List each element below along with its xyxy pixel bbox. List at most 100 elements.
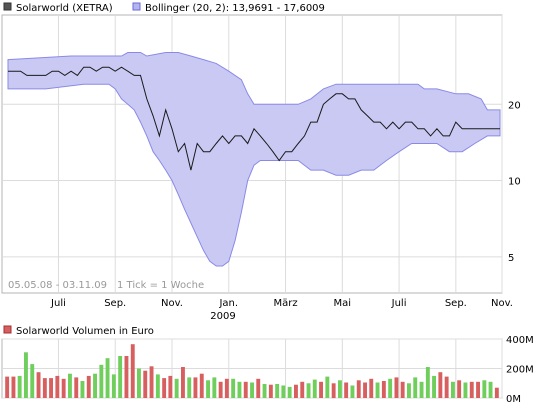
volume-bar [231,378,236,398]
legend-label-volume: Solarworld Volumen in Euro [16,326,154,337]
volume-bar [155,374,160,398]
volume-bar [111,374,116,398]
volume-bar [394,377,399,398]
volume-bar [24,352,28,398]
volume-bar [363,382,367,398]
volume-y-axis-labels: 400M 200M 0M [506,335,534,405]
volume-bar [469,381,474,398]
x-axis-labels: Juli Sep. Nov. Jan. März Mai Juli Sep. Nov. [50,298,513,309]
x-tick-label: Juli [391,298,407,309]
tick-info-label: 1 Tick = 1 Woche [117,280,204,291]
x-tick-label: Mai [334,298,352,309]
volume-bar [61,378,66,398]
volume-bar [218,381,223,398]
volume-bar [212,377,217,398]
volume-bar [224,378,229,398]
volume-bar [118,356,123,398]
volume-bar [30,364,35,398]
x-tick-label: Jan. [218,298,238,309]
volume-bar [457,380,462,398]
volume-bar [206,380,210,398]
volume-bar [438,372,443,398]
y-axis-labels: 20 10 5 [508,100,521,264]
legend-swatch-volume [3,325,12,334]
volume-bar [338,380,342,398]
volume-bar [237,381,242,398]
y-tick-label: 20 [508,100,521,111]
x-tick-label: Nov. [161,298,183,309]
volume-bar [306,383,311,399]
volume-bar [130,344,135,398]
volume-bar [350,385,355,398]
volume-bar [55,375,60,398]
volume-bar [268,384,273,398]
volume-bar [93,373,97,398]
volume-bar [419,381,424,398]
legend-swatch-price [3,2,12,11]
volume-bar [482,380,487,398]
volume-bar [42,378,47,398]
x-tick-label: Juli [50,298,66,309]
volume-bar [381,381,386,398]
volume-bar [36,372,41,398]
volume-bar [331,383,336,399]
volume-bar [256,378,261,398]
volume-bar [275,384,280,398]
volume-bar [74,377,79,398]
volume-bar [168,375,173,398]
volume-bar [494,387,499,398]
volume-bar [137,368,141,398]
volume-bar [143,370,148,398]
date-range-label: 05.05.08 - 03.11.09 [8,280,107,291]
price-line [8,66,500,171]
volume-bar [319,381,323,398]
volume-tick-label: 200M [506,365,534,376]
volume-bar [262,384,267,398]
bollinger-band-area [7,52,501,267]
volume-bar [17,375,22,398]
y-tick-label: 10 [508,177,521,188]
volume-bar [287,386,292,398]
volume-bar [80,381,85,398]
volume-bar [451,381,455,398]
volume-bar [369,378,374,398]
volume-bar [281,385,286,398]
volume-bar [174,378,179,398]
volume-tick-label: 400M [506,335,534,346]
x-tick-label: Nov. [491,298,513,309]
volume-bar [5,376,10,398]
volume-bar [124,356,129,398]
volume-bar [105,358,110,398]
volume-bar [199,373,204,398]
volume-bar [413,377,418,398]
x-tick-label: März [273,298,297,309]
volume-bar [149,366,154,398]
volume-bar [68,373,72,398]
volume-bar [11,376,16,398]
y-tick-label: 5 [508,253,514,264]
volume-bar [162,378,167,398]
volume-bar [181,367,185,398]
volume-bar [49,378,53,398]
volume-bar [476,381,480,398]
volume-bar [312,379,317,398]
volume-bar [356,380,361,398]
volume-bar [99,364,104,398]
x-axis-year-label: 2009 [210,311,235,322]
volume-bars [5,344,499,399]
volume-bar [488,381,493,398]
volume-bar [388,378,393,398]
x-tick-label: Sep. [445,298,467,309]
volume-bar [187,377,192,398]
volume-bar [463,382,468,398]
volume-bar [250,382,254,398]
volume-bar [86,375,91,398]
volume-bar [243,381,248,398]
legend-label-price: Solarworld (XETRA) [16,3,113,14]
x-tick-label: Sep. [104,298,126,309]
volume-bar [325,376,330,398]
volume-bar [425,367,430,398]
volume-bar [193,377,198,398]
